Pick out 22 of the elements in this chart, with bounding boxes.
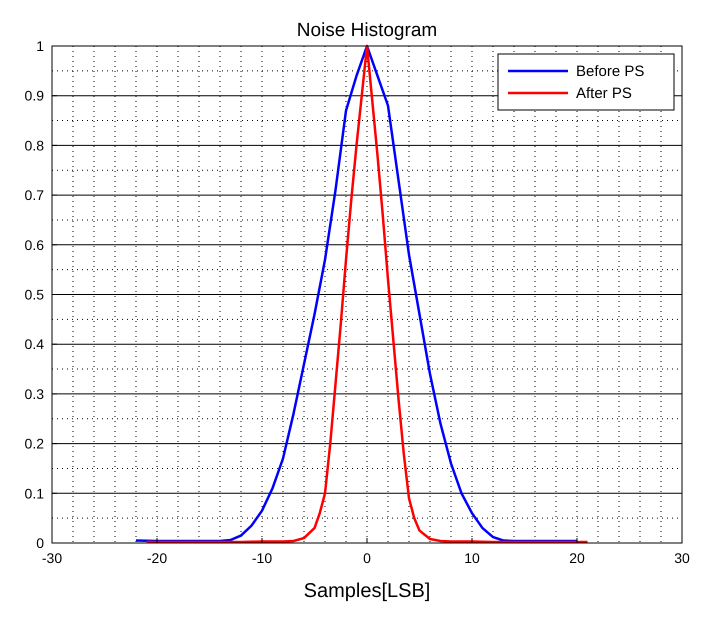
- y-tick-label: 0.5: [24, 286, 44, 302]
- x-tick-label: 10: [464, 550, 480, 566]
- x-tick-label: -20: [146, 550, 168, 566]
- chart-title: Noise Histogram: [296, 20, 438, 41]
- legend-label: Before PS: [576, 63, 644, 80]
- y-tick-label: 0.3: [24, 386, 44, 402]
- y-tick-label: 0.9: [24, 88, 44, 104]
- y-tick-label: 0.7: [24, 187, 44, 204]
- y-tick-label: 0: [36, 535, 44, 551]
- y-tick-label: 0.4: [24, 336, 44, 352]
- x-tick-label: 30: [674, 550, 690, 566]
- x-tick-label: 20: [569, 550, 585, 566]
- x-tick-label: -10: [252, 550, 272, 566]
- y-tick-label: 0.6: [24, 236, 44, 253]
- legend-label: After PS: [576, 85, 632, 102]
- x-axis-title: Samples[LSB]: [304, 580, 430, 602]
- y-tick-label: 0.2: [24, 436, 44, 452]
- x-tick-label: -30: [42, 550, 62, 566]
- y-tick-label: 0.8: [24, 137, 44, 154]
- y-tick-label: 1: [36, 38, 44, 54]
- y-tick-label: 0.1: [24, 485, 44, 502]
- x-tick-label: 0: [363, 550, 372, 566]
